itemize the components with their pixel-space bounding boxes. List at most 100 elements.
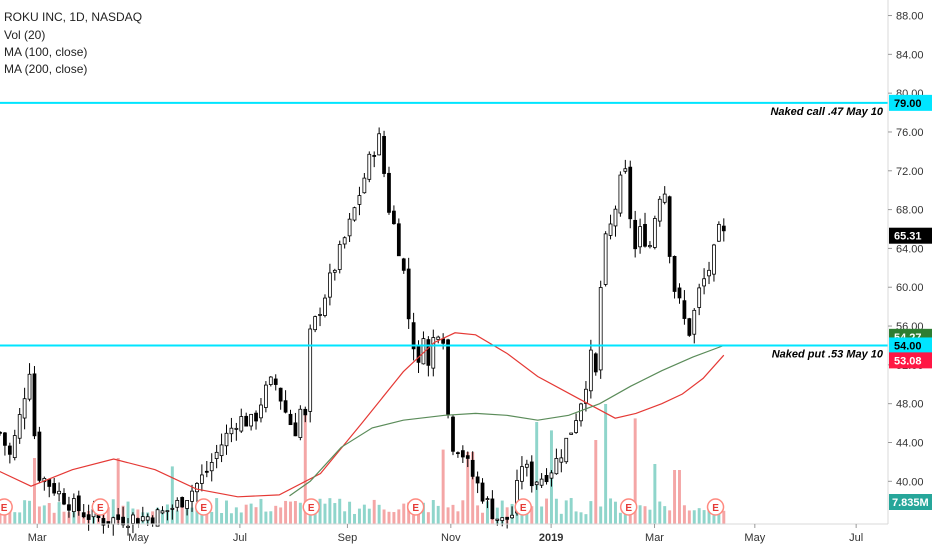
volume-bar	[372, 499, 376, 524]
candle-body	[657, 198, 662, 222]
volume-bar	[52, 512, 56, 524]
candle-body	[392, 210, 396, 225]
candle-body	[677, 287, 682, 299]
volume-bar	[215, 498, 219, 524]
candle-body	[436, 336, 441, 340]
volume-bar	[540, 506, 544, 524]
candle-body	[554, 458, 559, 475]
candle-body	[406, 268, 411, 320]
candle-body	[254, 412, 258, 422]
candle-body	[593, 353, 598, 373]
volume-bar	[343, 511, 347, 524]
earnings-marker[interactable]	[302, 498, 320, 516]
volume-bar	[0, 512, 2, 524]
earnings-marker[interactable]	[514, 498, 532, 516]
volume-bar	[249, 503, 253, 524]
candle-body	[283, 400, 288, 413]
candle-body	[318, 314, 322, 316]
candle-body	[712, 244, 716, 275]
candle-body	[22, 398, 27, 419]
candle-body	[456, 452, 460, 455]
volume-bar	[116, 458, 120, 524]
earnings-marker[interactable]	[0, 498, 13, 516]
earnings-marker[interactable]	[194, 498, 213, 516]
candle-body	[165, 510, 170, 513]
candle-body	[520, 466, 524, 482]
time-tick-label: May	[128, 532, 149, 544]
earnings-marker-label: E	[308, 503, 315, 514]
volume-bar	[239, 512, 243, 524]
earnings-marker[interactable]	[706, 498, 725, 516]
time-tick-label: Jul	[233, 532, 247, 544]
earnings-marker[interactable]	[91, 498, 110, 516]
candle-body	[549, 472, 554, 479]
volume-bar	[535, 422, 539, 524]
volume-bar	[126, 501, 130, 524]
candle-body	[588, 349, 593, 392]
volume-bar	[210, 511, 214, 524]
volume-bar	[678, 470, 681, 524]
candle-body	[702, 278, 706, 287]
volume-bar	[500, 500, 504, 524]
candle-body	[3, 432, 7, 446]
time-axis[interactable]: Mar May Jul Sep Nov 2019 Mar May Jul	[28, 524, 863, 544]
candle-body	[170, 507, 175, 510]
price-tag	[889, 352, 932, 369]
volume-bar	[367, 508, 371, 524]
volume-bar	[441, 449, 445, 524]
candle-body	[431, 337, 436, 369]
candle-body	[7, 445, 12, 455]
moving-averages-layer	[0, 332, 725, 498]
volume-bar	[362, 504, 366, 524]
volume-bar	[594, 440, 598, 524]
candle-body	[27, 373, 32, 400]
candle-body	[81, 512, 86, 518]
candle-body	[652, 218, 657, 248]
price-tick-label: 64.00	[896, 243, 924, 255]
volume-bar	[495, 507, 499, 524]
price-axis[interactable]: 88.0084.0080.0076.0072.0068.0064.0060.00…	[888, 11, 924, 489]
volume-bar	[269, 511, 273, 524]
volume-bar	[407, 502, 411, 524]
volume-bar	[599, 506, 603, 524]
candle-body	[628, 166, 633, 220]
candle-body	[707, 269, 711, 277]
volume-bar	[67, 512, 71, 524]
volume-bar	[289, 501, 292, 524]
candle-body	[485, 498, 490, 501]
volume-bar	[673, 470, 677, 524]
volume-bar	[111, 499, 115, 524]
price-tick-label: 72.00	[896, 166, 924, 178]
volume-bar	[476, 505, 480, 524]
price-tick-label: 44.00	[896, 437, 924, 449]
price-tick-label: 40.00	[896, 476, 924, 488]
candle-body	[544, 475, 549, 483]
earnings-marker[interactable]	[406, 498, 425, 516]
volume-bar	[436, 505, 440, 524]
candle-body	[451, 416, 455, 452]
candle-body	[510, 514, 514, 519]
volume-bar	[722, 510, 726, 524]
time-tick-label: Jul	[849, 532, 863, 544]
candle-body	[86, 514, 91, 520]
candle-body	[308, 328, 313, 412]
candle-body	[682, 300, 687, 319]
time-tick-label: Mar	[645, 532, 664, 544]
candle-body	[160, 510, 165, 514]
legend: ROKU INC, 1D, NASDAQ Vol (20) MA (100, c…	[4, 10, 142, 76]
volume-bar	[180, 498, 184, 524]
candle-body	[401, 258, 406, 271]
candle-body	[313, 316, 318, 331]
candle-body	[32, 373, 37, 437]
candles-layer	[0, 127, 726, 536]
candle-body	[268, 376, 273, 385]
price-tick-label: 76.00	[896, 127, 924, 139]
candle-body	[101, 518, 106, 526]
earnings-marker[interactable]	[619, 498, 638, 516]
candle-body	[62, 493, 66, 505]
volume-bar	[564, 500, 568, 524]
candle-body	[584, 388, 588, 404]
volume-bar	[471, 452, 475, 524]
